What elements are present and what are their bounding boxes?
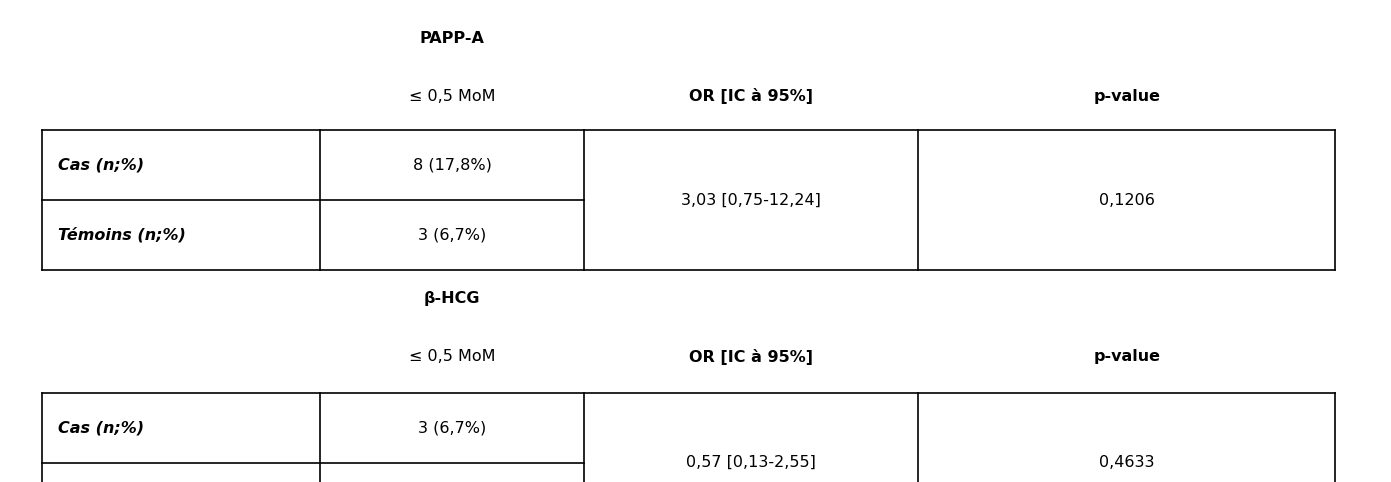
Text: Cas (n;%): Cas (n;%) — [58, 420, 145, 435]
Text: Cas (n;%): Cas (n;%) — [58, 158, 145, 173]
Text: ≤ 0,5 MoM: ≤ 0,5 MoM — [409, 89, 495, 104]
Text: 3 (6,7%): 3 (6,7%) — [417, 228, 487, 242]
Text: 0,1206: 0,1206 — [1099, 192, 1155, 208]
Text: PAPP-A: PAPP-A — [420, 31, 484, 46]
Text: Témoins (n;%): Témoins (n;%) — [58, 227, 186, 243]
Text: 0,4633: 0,4633 — [1099, 455, 1155, 470]
Text: p-value: p-value — [1093, 349, 1160, 364]
Text: p-value: p-value — [1093, 89, 1160, 104]
Text: ≤ 0,5 MoM: ≤ 0,5 MoM — [409, 349, 495, 364]
Text: 3 (6,7%): 3 (6,7%) — [417, 420, 487, 435]
Text: β-HCG: β-HCG — [424, 291, 480, 307]
Text: 3,03 [0,75-12,24]: 3,03 [0,75-12,24] — [682, 192, 821, 208]
Text: 8 (17,8%): 8 (17,8%) — [413, 158, 491, 173]
Text: OR [IC à 95%]: OR [IC à 95%] — [689, 88, 814, 105]
Text: OR [IC à 95%]: OR [IC à 95%] — [689, 348, 814, 365]
Text: 0,57 [0,13-2,55]: 0,57 [0,13-2,55] — [686, 455, 817, 470]
